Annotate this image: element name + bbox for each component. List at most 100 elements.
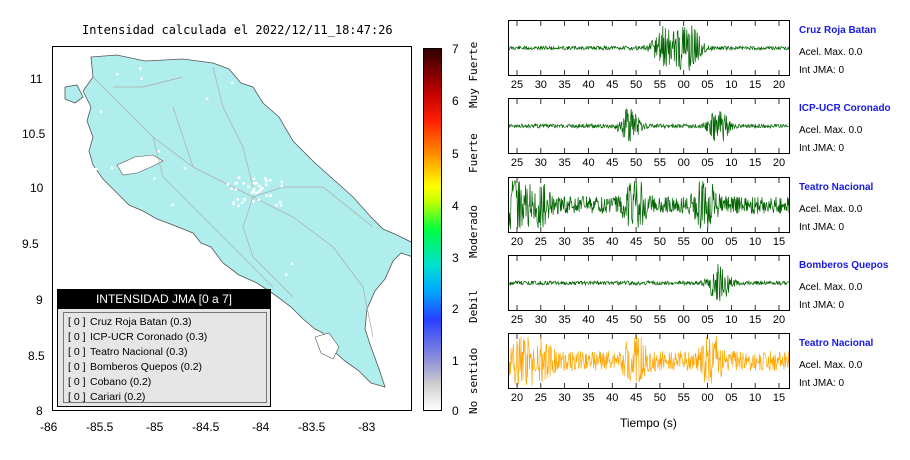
town-marker: [205, 97, 209, 101]
time-tick-label: 45: [606, 157, 619, 169]
legend-row: [ 0 ] Cariari (0.2): [68, 391, 146, 403]
x-tick: -84: [252, 420, 270, 434]
y-tick: 10.5: [22, 127, 46, 141]
time-tick-label: 55: [653, 79, 667, 91]
legend-row: [ 0 ] Bomberos Quepos (0.2): [68, 361, 203, 373]
town-marker: [265, 194, 268, 197]
town-marker: [139, 67, 142, 70]
jma-intensity-label: Int JMA: 0: [799, 300, 845, 311]
town-marker: [237, 204, 240, 208]
intensity-legend: INTENSIDAD JMA [0 a 7] [ 0 ] Cruz Roja Ba…: [57, 289, 271, 407]
town-marker: [314, 105, 317, 108]
time-tick-label: 10: [749, 392, 762, 404]
time-tick-label: 20: [772, 314, 786, 326]
intensity-colorbar: [423, 48, 442, 411]
map-title: Intensidad calculada el 2022/12/11_18:47…: [82, 23, 393, 37]
colorbar-tick: 6: [452, 94, 459, 108]
road: [212, 66, 254, 188]
town-marker: [183, 167, 187, 170]
time-tick-label: 25: [534, 236, 547, 248]
waveform-svg: [508, 334, 790, 388]
town-marker: [237, 176, 241, 180]
road: [152, 136, 274, 288]
legend-row: [ 0 ] Teatro Nacional (0.3): [68, 346, 188, 358]
town-marker: [251, 191, 254, 195]
y-tick: 11: [30, 72, 43, 86]
time-tick-label: 45: [629, 236, 643, 248]
town-marker: [115, 72, 119, 76]
time-tick-label: 00: [677, 314, 690, 326]
town-marker: [280, 180, 284, 184]
time-tick-label: 35: [582, 236, 595, 248]
time-tick-label: 05: [701, 314, 714, 326]
y-tick: 9: [36, 293, 43, 307]
y-tick: 8: [36, 404, 43, 418]
max-accel-label: Acel. Max. 0.0: [799, 204, 863, 215]
time-tick-label: 30: [534, 314, 547, 326]
colorbar-tick: 4: [452, 199, 459, 213]
station-name: Bomberos Quepos: [799, 260, 889, 271]
time-tick-label: 15: [749, 157, 762, 169]
time-tick-label: 10: [725, 79, 738, 91]
time-tick-label: 05: [701, 157, 714, 169]
time-tick-label: 15: [749, 79, 762, 91]
town-marker: [264, 177, 267, 180]
max-accel-label: Acel. Max. 0.0: [799, 360, 863, 371]
town-marker: [232, 202, 235, 206]
town-marker: [226, 183, 230, 186]
town-marker: [231, 81, 234, 85]
town-marker: [241, 201, 244, 205]
y-tick: 9.5: [22, 237, 39, 251]
town-marker: [242, 182, 246, 185]
time-tick-label: 55: [653, 314, 667, 326]
town-marker: [153, 177, 156, 180]
time-tick-label: 40: [606, 392, 619, 404]
legend-row: [ 0 ] Cobano (0.2): [68, 376, 152, 388]
town-marker: [285, 273, 288, 276]
seismogram-panel: [508, 98, 790, 154]
time-tick-label: 25: [510, 157, 524, 169]
time-tick-label: 00: [677, 79, 690, 91]
town-marker: [279, 204, 283, 207]
town-marker: [157, 149, 160, 153]
x-tick: -83.5: [298, 420, 326, 434]
jma-intensity-label: Int JMA: 0: [799, 222, 845, 233]
town-marker: [267, 91, 271, 94]
waveform-series: [508, 25, 790, 71]
time-tick-label: 10: [725, 157, 738, 169]
town-marker: [268, 178, 272, 182]
colorbar-tick: 0: [452, 404, 459, 418]
town-marker: [252, 177, 256, 181]
town-marker: [110, 166, 114, 170]
time-tick-label: 55: [653, 157, 667, 169]
town-marker: [277, 310, 281, 313]
time-tick-label: 15: [749, 314, 762, 326]
town-marker: [252, 181, 256, 185]
station-name: ICP-UCR Coronado: [799, 103, 891, 114]
town-marker: [252, 200, 255, 203]
time-tick-label: 05: [725, 236, 738, 248]
time-tick-label: 40: [582, 79, 595, 91]
time-tick-label: 25: [534, 392, 547, 404]
town-marker: [257, 198, 260, 201]
waveform-series: [508, 107, 790, 142]
x-tick: -85: [146, 420, 164, 434]
colorbar-label-moderado: Moderado: [467, 205, 480, 258]
town-marker: [264, 179, 268, 183]
time-tick-label: 15: [772, 236, 786, 248]
legend-row: [ 0 ] Cruz Roja Batan (0.3): [68, 316, 192, 328]
town-marker: [269, 194, 272, 197]
time-tick-label: 50: [629, 79, 643, 91]
waveform-svg: [508, 99, 790, 153]
colorbar-tick: 3: [452, 251, 459, 265]
time-tick-label: 45: [629, 392, 643, 404]
town-marker: [171, 203, 174, 207]
colorbar-tick: 5: [452, 147, 459, 161]
time-tick-label: 55: [677, 392, 690, 404]
station-name: Cruz Roja Batan: [799, 25, 877, 36]
colorbar-label-muy-fuerte: Muy Fuerte: [467, 41, 480, 108]
station-name: Teatro Nacional: [799, 338, 874, 349]
waveform-svg: [508, 21, 790, 75]
time-tick-label: 00: [701, 236, 714, 248]
max-accel-label: Acel. Max. 0.0: [799, 282, 863, 293]
